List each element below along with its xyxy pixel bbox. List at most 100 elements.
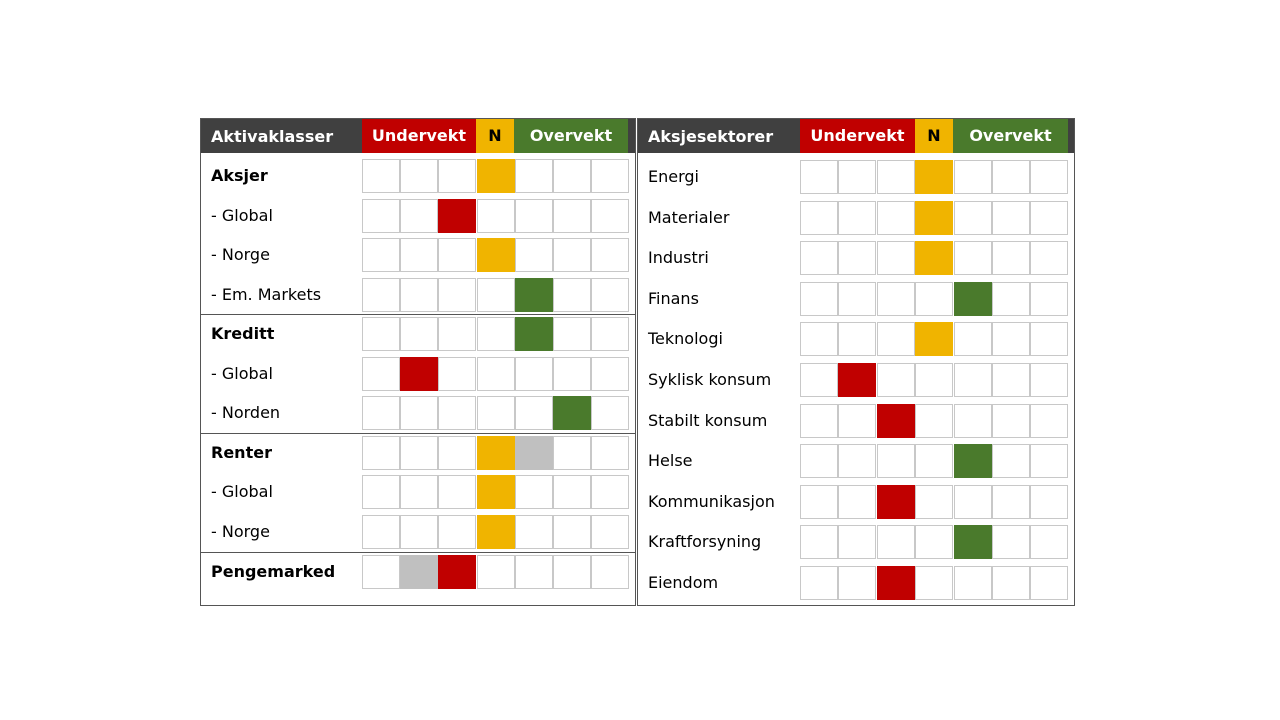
scale-cell — [992, 484, 1030, 519]
position-marker — [953, 444, 992, 479]
scale-cell — [953, 160, 992, 194]
scale-cell — [362, 475, 400, 510]
scale-cell — [553, 514, 591, 549]
scale-cell — [400, 277, 439, 312]
scale-cell — [438, 356, 477, 391]
row-label: Industri — [648, 248, 709, 268]
row-label: Finans — [648, 288, 699, 308]
scale-cell — [362, 277, 400, 312]
scale-cell — [915, 444, 954, 479]
scale-cell — [400, 475, 439, 510]
row-label: Aksjer — [211, 166, 268, 185]
scale-cell — [915, 281, 954, 316]
scale-cell — [915, 363, 954, 397]
scale-cell — [992, 525, 1030, 560]
position-marker — [476, 475, 515, 510]
sector-panel: Aksjesektorer Undervekt N Overvekt Energ… — [637, 118, 1075, 606]
scale-cell — [953, 363, 992, 397]
scale-cell — [553, 317, 591, 352]
scale-cell — [953, 241, 992, 276]
row-label: Kreditt — [211, 324, 275, 344]
position-marker — [876, 566, 915, 600]
scale-cell — [1030, 160, 1069, 194]
scale-cell — [591, 435, 630, 470]
scale-cell — [553, 554, 591, 589]
undervekt-header: Undervekt — [800, 119, 915, 153]
scale-cell — [1030, 484, 1069, 519]
scale-cell — [362, 238, 400, 273]
scale-cell — [953, 566, 992, 600]
scale-cell — [362, 554, 400, 589]
position-marker — [838, 363, 877, 397]
scale-cell — [438, 514, 477, 549]
scale-cell — [800, 160, 838, 194]
previous-position-marker — [400, 554, 439, 589]
scale-cell — [514, 475, 553, 510]
scale-cell — [953, 484, 992, 519]
position-marker — [476, 435, 515, 470]
row-label: Materialer — [648, 207, 730, 227]
asset-class-title: Aktivaklasser — [201, 119, 362, 153]
position-marker — [553, 396, 591, 431]
scale-cell — [992, 160, 1030, 194]
scale-cell — [838, 200, 877, 235]
scale-cell — [400, 238, 439, 273]
scale-cell — [838, 444, 877, 479]
position-marker — [514, 317, 553, 352]
position-marker — [915, 160, 954, 194]
scale-cell — [362, 396, 400, 431]
scale-cell — [1030, 241, 1069, 276]
scale-cell — [438, 475, 477, 510]
position-marker — [476, 514, 515, 549]
row-label: Pengemarked — [211, 561, 336, 581]
scale-cell — [953, 200, 992, 235]
row-label: Eiendom — [648, 573, 719, 592]
scale-cell — [992, 403, 1030, 438]
scale-cell — [992, 322, 1030, 357]
position-marker — [514, 277, 553, 312]
asset-class-header: Aktivaklasser Undervekt N Overvekt — [201, 119, 635, 153]
scale-cell — [838, 525, 877, 560]
scale-cell — [553, 356, 591, 391]
row-label: Teknologi — [648, 329, 723, 349]
position-marker — [438, 198, 477, 233]
scale-cell — [553, 159, 591, 193]
scale-cell — [992, 200, 1030, 235]
scale-cell — [514, 396, 553, 431]
scale-cell — [838, 160, 877, 194]
row-label: Renter — [211, 442, 272, 462]
header-edge — [1068, 119, 1074, 153]
scale-cell — [476, 277, 515, 312]
scale-cell — [438, 238, 477, 273]
row-label: - Global — [211, 205, 273, 225]
scale-cell — [362, 356, 400, 391]
scale-cell — [838, 566, 877, 600]
position-marker — [876, 403, 915, 438]
position-marker — [400, 356, 439, 391]
position-marker — [476, 238, 515, 273]
scale-cell — [876, 160, 915, 194]
scale-cell — [992, 444, 1030, 479]
scale-cell — [876, 322, 915, 357]
row-label: - Norge — [211, 245, 270, 265]
scale-cell — [953, 322, 992, 357]
scale-cell — [591, 514, 630, 549]
row-label: Energi — [648, 167, 699, 186]
row-label: - Global — [211, 363, 273, 383]
scale-cell — [514, 159, 553, 193]
scale-cell — [838, 281, 877, 316]
scale-cell — [438, 317, 477, 352]
scale-cell — [838, 484, 877, 519]
scale-cell — [591, 356, 630, 391]
scale-cell — [591, 159, 630, 193]
scale-cell — [876, 281, 915, 316]
scale-cell — [400, 159, 439, 193]
scale-cell — [514, 356, 553, 391]
scale-cell — [553, 238, 591, 273]
scale-cell — [876, 444, 915, 479]
undervekt-header: Undervekt — [362, 119, 476, 153]
scale-cell — [838, 403, 877, 438]
scale-cell — [915, 403, 954, 438]
scale-cell — [800, 484, 838, 519]
scale-cell — [838, 322, 877, 357]
